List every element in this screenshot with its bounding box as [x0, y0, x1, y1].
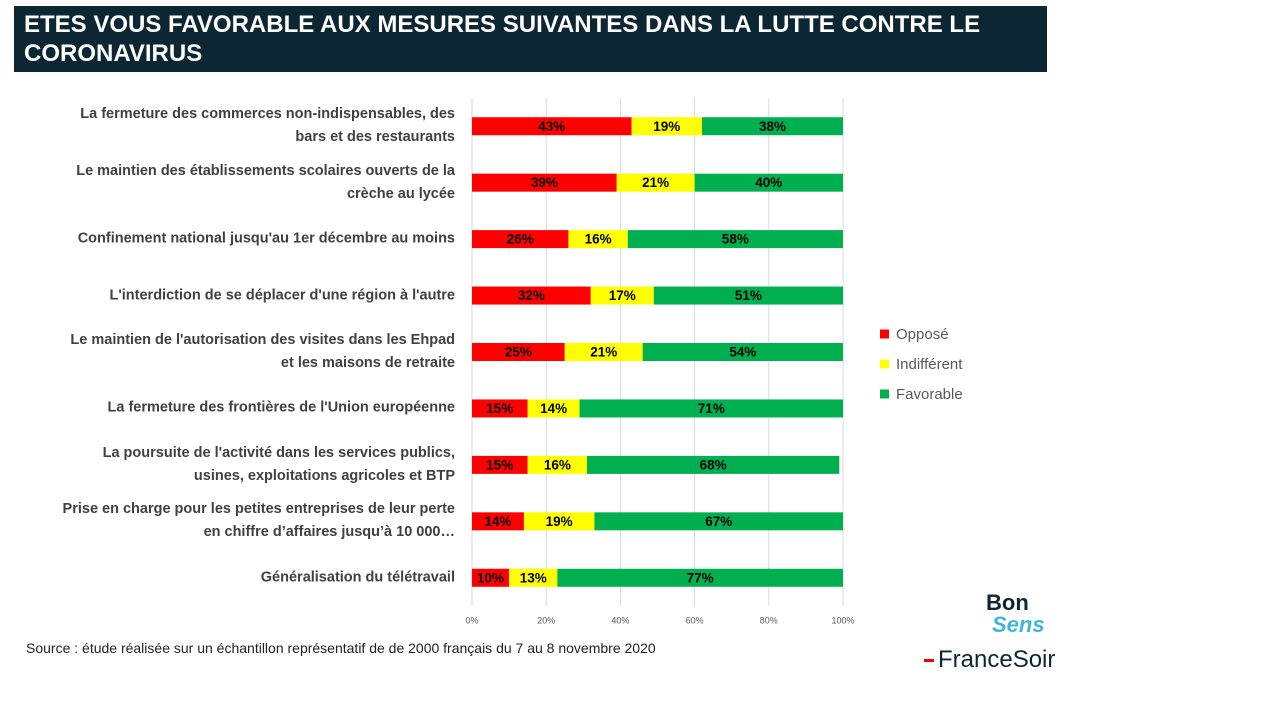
- bar-segment: [642, 343, 843, 361]
- bar-segment: [579, 399, 843, 418]
- data-label: 32%: [518, 288, 545, 303]
- x-tick-label: 100%: [831, 615, 854, 625]
- bar-segment: [523, 512, 595, 531]
- bar-segment: [472, 455, 528, 474]
- x-tick-label: 40%: [611, 615, 629, 625]
- data-label: 77%: [687, 570, 714, 585]
- bar-segment: [527, 399, 580, 418]
- category-label: La poursuite de l'activité dans les serv…: [102, 444, 455, 484]
- data-label: 21%: [642, 175, 669, 190]
- legend-label: Favorable: [896, 386, 963, 403]
- data-label: 71%: [698, 401, 725, 416]
- legend-label: Opposé: [896, 326, 949, 343]
- category-label: Le maintien des établissements scolaires…: [76, 162, 455, 202]
- logo-text: Bon: [986, 590, 1029, 615]
- legend-swatch: [880, 389, 889, 399]
- data-label: 19%: [546, 514, 573, 529]
- bar-segment: [557, 568, 843, 587]
- bar-segment: [564, 343, 643, 361]
- bar-segment: [702, 117, 843, 136]
- data-label: 17%: [609, 288, 636, 303]
- data-label: 38%: [759, 119, 786, 134]
- bar-segment: [472, 117, 632, 136]
- bar-segment: [653, 286, 843, 305]
- data-label: 54%: [729, 345, 756, 360]
- logo: FranceSoir: [924, 646, 1055, 674]
- bar-segment: [509, 568, 558, 587]
- data-label: 15%: [486, 457, 513, 472]
- source-note: Source : étude réalisée sur un échantill…: [26, 640, 656, 656]
- data-label: 21%: [590, 345, 617, 360]
- bar-segment: [590, 286, 654, 305]
- bar-segment: [472, 512, 524, 531]
- category-label: Confinement national jusqu'au 1er décemb…: [77, 230, 455, 247]
- category-label: Le maintien de l'autorisation des visite…: [70, 332, 455, 371]
- bar-segment: [587, 455, 840, 474]
- bar-segment: [472, 568, 510, 587]
- logo: Bon Sens: [986, 592, 1045, 636]
- x-tick-label: 0%: [465, 615, 478, 625]
- data-label: 40%: [755, 175, 782, 190]
- legend-swatch: [880, 359, 889, 369]
- data-label: 43%: [538, 119, 565, 134]
- bar-segment: [472, 173, 617, 192]
- data-label: 19%: [653, 119, 680, 134]
- category-label: La fermeture des frontières de l'Union e…: [107, 399, 456, 416]
- x-tick-label: 60%: [686, 615, 704, 625]
- category-label: L'interdiction de se déplacer d'une régi…: [109, 287, 455, 304]
- logo-text: Sens: [992, 612, 1045, 637]
- x-tick-label: 80%: [760, 615, 778, 625]
- data-label: 39%: [531, 175, 558, 190]
- legend-label: Indifférent: [896, 356, 963, 373]
- data-label: 14%: [484, 514, 511, 529]
- category-label: La fermeture des commerces non-indispens…: [80, 106, 455, 146]
- data-label: 68%: [700, 457, 727, 472]
- data-label: 25%: [505, 345, 532, 360]
- bar-segment: [472, 399, 528, 418]
- data-label: 14%: [540, 401, 567, 416]
- data-label: 16%: [585, 232, 612, 247]
- data-label: 51%: [735, 288, 762, 303]
- data-label: 13%: [520, 570, 547, 585]
- category-label: Généralisation du télétravail: [260, 569, 455, 586]
- data-label: 26%: [507, 232, 534, 247]
- bar-segment: [472, 230, 569, 249]
- bar-segment: [568, 230, 628, 249]
- bar-segment: [616, 173, 695, 192]
- bar-segment: [527, 455, 588, 474]
- bar-segment: [627, 230, 843, 249]
- bar-segment: [631, 117, 703, 136]
- legend-swatch: [880, 329, 889, 339]
- bar-segment: [694, 173, 843, 192]
- bar-segment: [594, 512, 843, 531]
- bar-segment: [472, 343, 565, 361]
- data-label: 16%: [544, 457, 571, 472]
- chart-title: ETES VOUS FAVORABLE AUX MESURES SUIVANTE…: [14, 6, 1047, 72]
- data-label: 67%: [705, 514, 732, 529]
- data-label: 58%: [722, 232, 749, 247]
- bar-segment: [472, 286, 591, 305]
- data-label: 15%: [486, 401, 513, 416]
- category-label: Prise en charge pour les petites entrepr…: [62, 501, 455, 541]
- data-label: 10%: [477, 570, 504, 585]
- x-tick-label: 20%: [537, 615, 555, 625]
